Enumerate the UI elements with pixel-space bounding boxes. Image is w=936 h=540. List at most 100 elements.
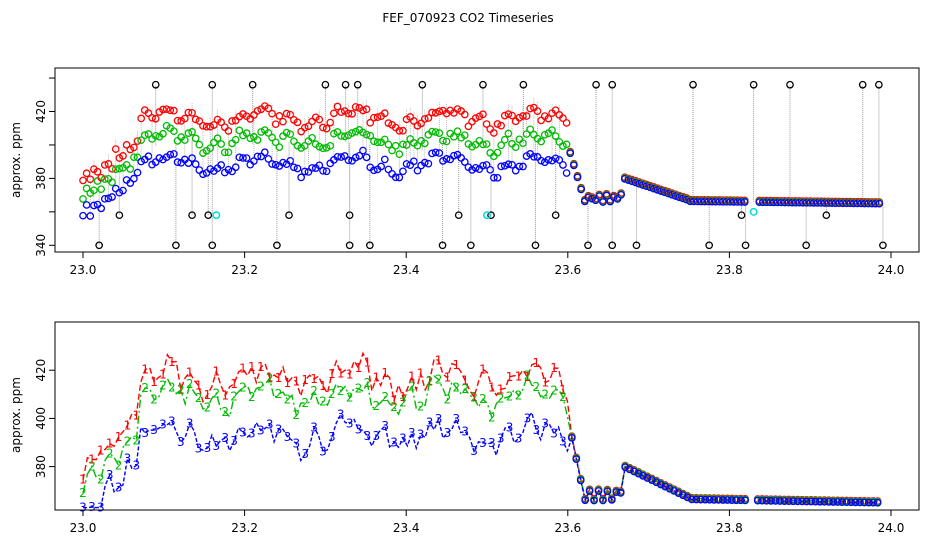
series-label-1: 1 (159, 368, 167, 382)
x-tick-label: 23.6 (554, 521, 581, 535)
scatter-point-sensor-green (246, 134, 255, 143)
series-point-3 (807, 497, 815, 506)
series-label-1: 1 (266, 370, 274, 384)
scatter-point-sensor-green (264, 129, 273, 137)
scatter-point-sensor-blue (628, 177, 636, 186)
scatter-point-sensor-green (170, 127, 178, 136)
scatter-point-sensor-blue (668, 190, 676, 199)
series-label-2: 2 (452, 381, 460, 395)
series-label-3: 3 (337, 407, 345, 421)
series-point-3 (860, 498, 869, 507)
scatter-point-sensor-green (540, 130, 549, 139)
scatter-point-sensor-red (330, 109, 338, 118)
bottom-x-axis: 23.0 23.2 23.4 23.6 23.8 24.0 (70, 510, 904, 535)
scatter-point-sensor-green (253, 136, 262, 144)
series-label-2: 2 (168, 380, 176, 394)
scatter-point-sensor-red (348, 110, 356, 118)
scatter-point-sensor-blue (490, 173, 498, 182)
scatter-point-sensor-blue (766, 198, 775, 207)
scatter-point-sensor-green (108, 178, 116, 187)
scatter-point-sensor-red (86, 175, 95, 184)
series-label-1: 1 (470, 390, 478, 404)
spike-point-high (321, 80, 330, 89)
scatter-point-sensor-green (137, 136, 146, 145)
top-panel: 23.0 23.2 23.4 23.6 23.8 24.0 340 380 420 appro… (9, 67, 920, 277)
scatter-point-sensor-blue (260, 148, 269, 157)
series-label-2: 2 (115, 459, 123, 473)
series-label-3: 3 (275, 423, 283, 437)
series-label-1: 1 (488, 380, 496, 394)
scatter-point-sensor-blue (144, 152, 153, 161)
scatter-point-sensor-red (293, 118, 302, 127)
scatter-point-sensor-blue (860, 199, 869, 208)
scatter-point-sensor-blue (729, 198, 738, 206)
scatter-point-sensor-red (471, 114, 480, 122)
series-label-1: 1 (310, 372, 318, 386)
series-label-2: 2 (204, 401, 212, 415)
scatter-point-sensor-red (417, 119, 425, 128)
scatter-point-sensor-red (533, 107, 542, 115)
scatter-point-sensor-blue (697, 197, 705, 206)
spike-point-mid (487, 211, 495, 220)
scatter-point-sensor-green (435, 129, 444, 137)
series-point-3 (621, 463, 630, 472)
scatter-point-sensor-blue (820, 199, 829, 207)
scatter-point-sensor-blue (130, 174, 138, 183)
scatter-point-sensor-green (551, 132, 560, 140)
scatter-point-sensor-red (315, 115, 324, 124)
series-label-2: 2 (506, 389, 514, 403)
scatter-point-sensor-blue (704, 197, 713, 206)
scatter-point-sensor-green (144, 130, 153, 138)
series-label-3: 3 (159, 418, 167, 432)
scatter-point-sensor-blue (664, 189, 673, 198)
scatter-point-sensor-green (286, 130, 295, 139)
series-label-3: 3 (230, 434, 238, 448)
series-label-2: 2 (230, 389, 238, 403)
scatter-point-sensor-red (111, 145, 120, 153)
series-label-3: 3 (532, 423, 540, 437)
scatter-point-sensor-blue (410, 157, 418, 166)
series-label-1: 1 (212, 364, 220, 378)
scatter-point-sensor-blue (391, 173, 400, 182)
scatter-point-sensor-red (551, 106, 560, 115)
scatter-point-sensor-blue (362, 153, 371, 162)
series-label-1: 1 (221, 389, 229, 403)
series-label-2: 2 (150, 393, 158, 407)
scatter-point-sensor-blue (290, 163, 298, 172)
spike-point-low (632, 241, 641, 250)
series-label-3: 3 (248, 427, 256, 441)
scatter-point-sensor-blue (253, 152, 262, 161)
series-label-1: 1 (124, 418, 132, 432)
series-label-2: 2 (497, 392, 505, 406)
spike-point-mid (188, 211, 196, 220)
series-label-2: 2 (248, 390, 256, 404)
series-label-3: 3 (195, 442, 203, 456)
scatter-point-sensor-blue (759, 198, 767, 207)
scatter-point-sensor-blue (460, 158, 469, 166)
scatter-point-sensor-blue (431, 148, 440, 157)
scatter-point-sensor-green (482, 140, 491, 148)
top-x-axis: 23.0 23.2 23.4 23.6 23.8 24.0 (70, 252, 904, 277)
series-label-1: 1 (444, 371, 452, 385)
series-label-3: 3 (524, 411, 532, 425)
series-label-2: 2 (559, 390, 567, 404)
scatter-point-sensor-blue (300, 167, 309, 176)
scatter-point-sensor-blue (864, 199, 873, 208)
series-label-3: 3 (470, 444, 478, 458)
series-label-2: 2 (444, 392, 452, 406)
scatter-point-sensor-green (140, 131, 149, 140)
scatter-point-sensor-blue (740, 198, 749, 206)
series-label-1: 1 (79, 473, 87, 487)
series-label-1: 1 (435, 353, 443, 367)
series-label-3: 3 (97, 501, 105, 515)
series-label-1: 1 (88, 452, 96, 466)
x-tick-label: 23.2 (231, 263, 258, 277)
scatter-point-sensor-blue (155, 154, 164, 162)
scatter-point-sensor-blue (650, 184, 658, 193)
scatter-point-sensor-red (519, 112, 527, 120)
series-point-3 (670, 487, 678, 495)
series-point-3 (634, 469, 643, 478)
scatter-point-sensor-blue (191, 160, 200, 168)
series-label-3: 3 (284, 430, 292, 444)
series-point-3 (705, 495, 714, 504)
